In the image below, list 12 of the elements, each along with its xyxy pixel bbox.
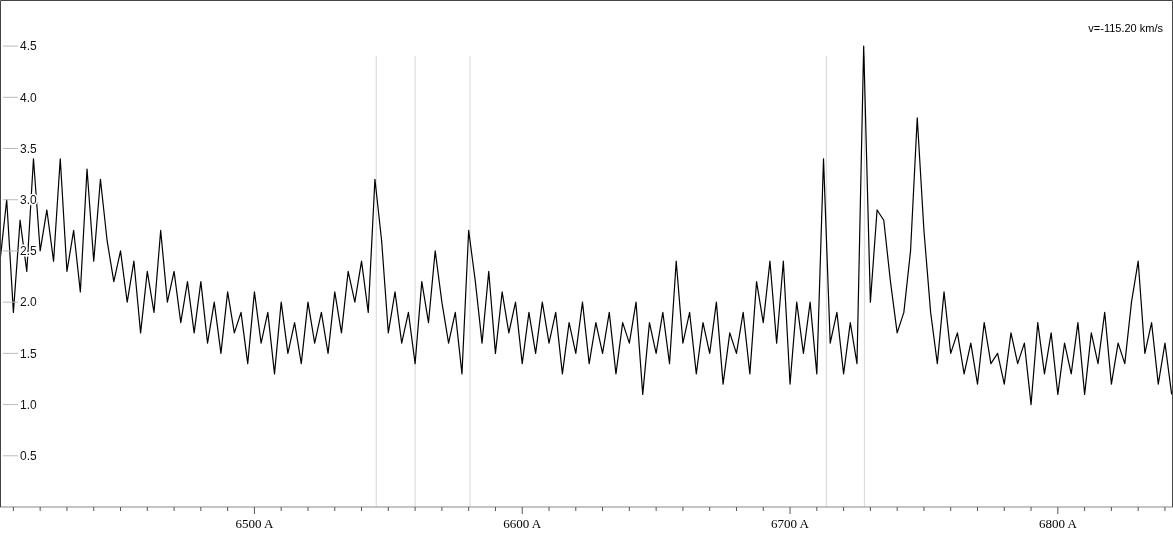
- y-tick-label: 4.0: [20, 90, 38, 105]
- y-tick-label: 0.5: [20, 448, 38, 463]
- annotation: v=-115.20 km/s: [1088, 22, 1164, 34]
- y-tick-label: 1.5: [20, 346, 38, 361]
- y-tick-label: 4.5: [20, 39, 38, 54]
- y-tick-label: 1.0: [20, 397, 38, 412]
- y-tick-label: 2.0: [20, 295, 38, 310]
- x-tick-label: 6500 A: [235, 515, 274, 531]
- x-tick-label: 6600 A: [503, 515, 542, 531]
- x-tick-label: 6700 A: [771, 515, 810, 531]
- y-tick-label: 3.5: [20, 141, 38, 156]
- x-tick-label: 6800 A: [1038, 515, 1078, 531]
